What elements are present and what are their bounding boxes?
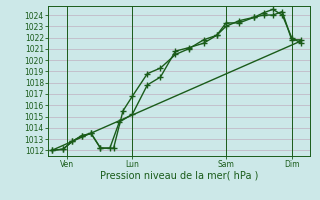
X-axis label: Pression niveau de la mer( hPa ): Pression niveau de la mer( hPa ) bbox=[100, 171, 258, 181]
